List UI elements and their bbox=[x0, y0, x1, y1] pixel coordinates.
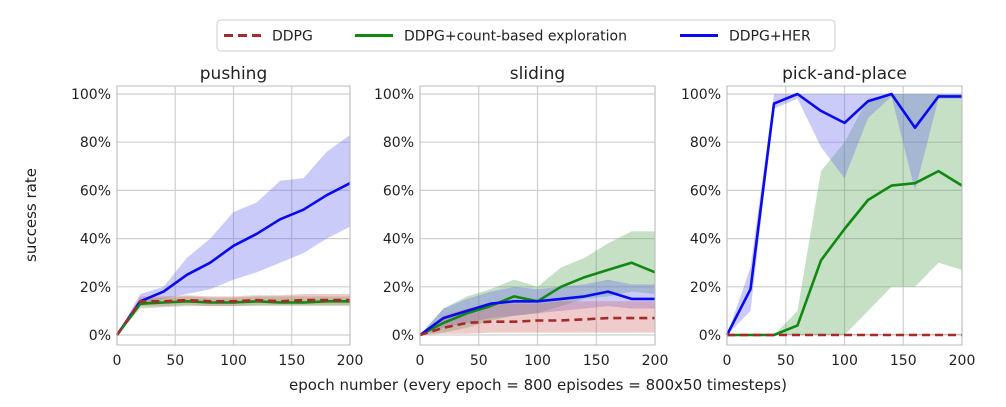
x-tick-label: 100 bbox=[524, 353, 551, 369]
x-tick-label: 150 bbox=[278, 353, 305, 369]
legend-label-count-based: DDPG+count-based exploration bbox=[404, 29, 627, 45]
line-ddpg-her bbox=[115, 182, 351, 336]
line-ddpg bbox=[115, 298, 350, 336]
y-tick-label: 40% bbox=[383, 232, 414, 248]
y-tick-label: 60% bbox=[383, 183, 414, 199]
x-tick-label: 0 bbox=[113, 353, 122, 369]
x-tick-label: 200 bbox=[337, 353, 364, 369]
y-tick-label: 80% bbox=[690, 135, 721, 151]
y-tick-label: 20% bbox=[690, 280, 721, 296]
y-tick-label: 60% bbox=[690, 183, 721, 199]
band-ddpg-count-based-exploration bbox=[727, 94, 962, 335]
y-tick-label: 60% bbox=[80, 183, 111, 199]
legend-frame bbox=[216, 19, 836, 52]
x-tick-label: 100 bbox=[831, 353, 858, 369]
y-tick-label: 20% bbox=[80, 280, 111, 296]
y-tick-label: 40% bbox=[80, 232, 111, 248]
y-tick-label: 0% bbox=[392, 328, 414, 344]
line-ddpg-her bbox=[419, 290, 655, 337]
band-ddpg-her bbox=[117, 135, 350, 335]
y-tick-label: 20% bbox=[383, 280, 414, 296]
x-tick-label: 50 bbox=[470, 353, 488, 369]
y-tick-label: 100% bbox=[71, 87, 111, 103]
plot-frame bbox=[116, 85, 351, 346]
x-tick-label: 0 bbox=[723, 353, 732, 369]
x-axis-label: epoch number (every epoch = 800 episodes… bbox=[289, 376, 787, 394]
y-tick-label: 0% bbox=[699, 328, 721, 344]
band-ddpg-her bbox=[727, 94, 962, 335]
line-ddpg bbox=[419, 316, 655, 337]
band-ddpg-count-based-exploration bbox=[117, 296, 350, 335]
line-ddpg-her bbox=[725, 92, 962, 336]
panel-pick-and-place: 0% 20% 40% 60% 80% 100% 0 50 100 150 200 pick-and-p… bbox=[681, 64, 975, 369]
y-tick-label: 40% bbox=[690, 232, 721, 248]
plot-frame bbox=[726, 85, 963, 346]
x-tick-label: 100 bbox=[220, 353, 247, 369]
x-tick-label: 50 bbox=[166, 353, 184, 369]
x-tick-label: 0 bbox=[416, 353, 425, 369]
x-tick-label: 200 bbox=[949, 353, 976, 369]
legend: DDPG DDPG+count-based exploration DDPG+H… bbox=[216, 19, 836, 52]
panel-title: pick-and-place bbox=[782, 64, 907, 84]
y-axis-label: success rate bbox=[22, 168, 40, 262]
y-tick-label: 0% bbox=[89, 328, 111, 344]
panel-title: sliding bbox=[510, 64, 565, 84]
x-tick-label: 150 bbox=[890, 353, 917, 369]
y-tick-label: 100% bbox=[374, 87, 414, 103]
y-tick-label: 80% bbox=[80, 135, 111, 151]
panel-pushing: 0% 20% 40% 60% 80% 100% 0 50 100 150 200 pushing bbox=[71, 64, 363, 369]
legend-label-her: DDPG+HER bbox=[729, 29, 811, 45]
y-tick-label: 100% bbox=[681, 87, 721, 103]
x-tick-label: 200 bbox=[642, 353, 669, 369]
plot-frame bbox=[419, 85, 656, 346]
x-tick-label: 150 bbox=[583, 353, 610, 369]
legend-label-ddpg: DDPG bbox=[272, 29, 313, 45]
y-tick-label: 80% bbox=[383, 135, 414, 151]
band-ddpg bbox=[117, 294, 350, 335]
panel-title: pushing bbox=[200, 64, 268, 84]
x-tick-label: 50 bbox=[777, 353, 795, 369]
panel-sliding: 0% 20% 40% 60% 80% 100% 0 50 100 150 200 sliding bbox=[374, 64, 668, 369]
